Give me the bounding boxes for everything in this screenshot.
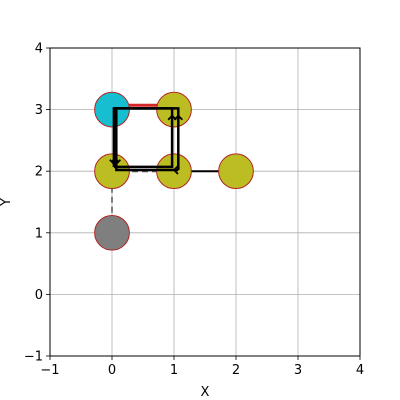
x-tick-label: −1 — [40, 363, 59, 378]
paths — [109, 107, 183, 175]
node — [218, 153, 254, 190]
arrow-head — [109, 159, 119, 166]
y-tick-label: 3 — [35, 103, 43, 118]
y-tick-label: 4 — [35, 42, 43, 57]
y-tick-label: 0 — [35, 288, 43, 303]
arrow-head — [172, 165, 179, 175]
x-axis-label: X — [201, 385, 210, 400]
y-axis-label: Y — [0, 198, 14, 207]
x-tick-label: 0 — [108, 363, 116, 378]
x-tick-label: 2 — [232, 363, 240, 378]
path-line — [115, 107, 180, 172]
y-tick-label: 2 — [35, 165, 43, 180]
nodes — [94, 91, 254, 251]
x-tick-label: 3 — [294, 363, 302, 378]
node — [94, 214, 130, 251]
axes-frame — [49, 47, 361, 357]
x-tick-label: 4 — [356, 363, 364, 378]
x-tick-label: 1 — [170, 363, 178, 378]
ticks: −1 0 1 2 3 4 −1 0 1 2 3 4 — [24, 42, 364, 379]
y-tick-label: −1 — [24, 350, 43, 365]
arrow-head — [111, 159, 121, 166]
arrow-head — [173, 114, 183, 121]
y-tick-label: 1 — [35, 226, 43, 241]
